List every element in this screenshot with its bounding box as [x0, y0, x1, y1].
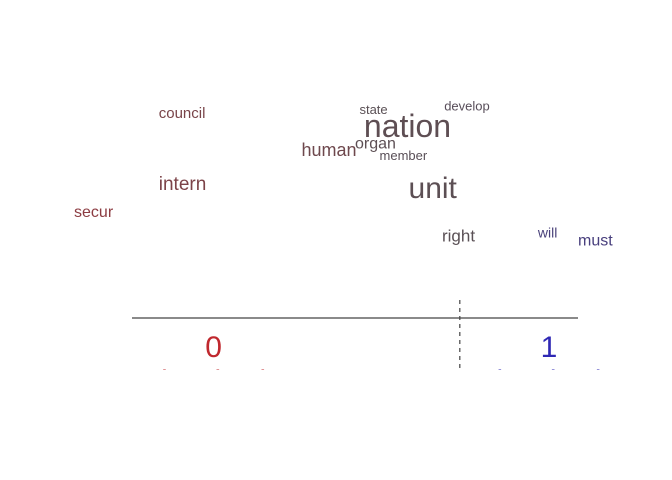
endpoint-left: 0 (Topic 5)	[134, 331, 294, 370]
word-point-will: will	[537, 225, 557, 241]
word-point-state: state	[359, 102, 387, 117]
word-point-member: member	[380, 148, 428, 163]
endpoint-labels: 0 (Topic 5) 1 (Topic 5)	[134, 331, 629, 370]
endpoint-right-label: (Topic 5)	[469, 365, 629, 370]
endpoint-left-value: 0	[205, 331, 222, 364]
word-point-intern: intern	[159, 174, 207, 195]
word-point-unit: unit	[409, 172, 458, 205]
word-point-must: must	[578, 232, 613, 249]
word-point-secur: secur	[74, 204, 114, 221]
word-point-council: council	[159, 105, 206, 122]
word-point-right: right	[442, 227, 475, 246]
endpoint-left-label: (Topic 5)	[134, 365, 294, 370]
word-point-human: human	[301, 140, 356, 160]
endpoint-right: 1 (Topic 5)	[469, 331, 629, 370]
word-point-organ: organ	[355, 135, 396, 152]
endpoint-right-value: 1	[540, 331, 558, 364]
word-point-nation: nation	[364, 108, 451, 144]
word-point-develop: develop	[444, 98, 490, 113]
